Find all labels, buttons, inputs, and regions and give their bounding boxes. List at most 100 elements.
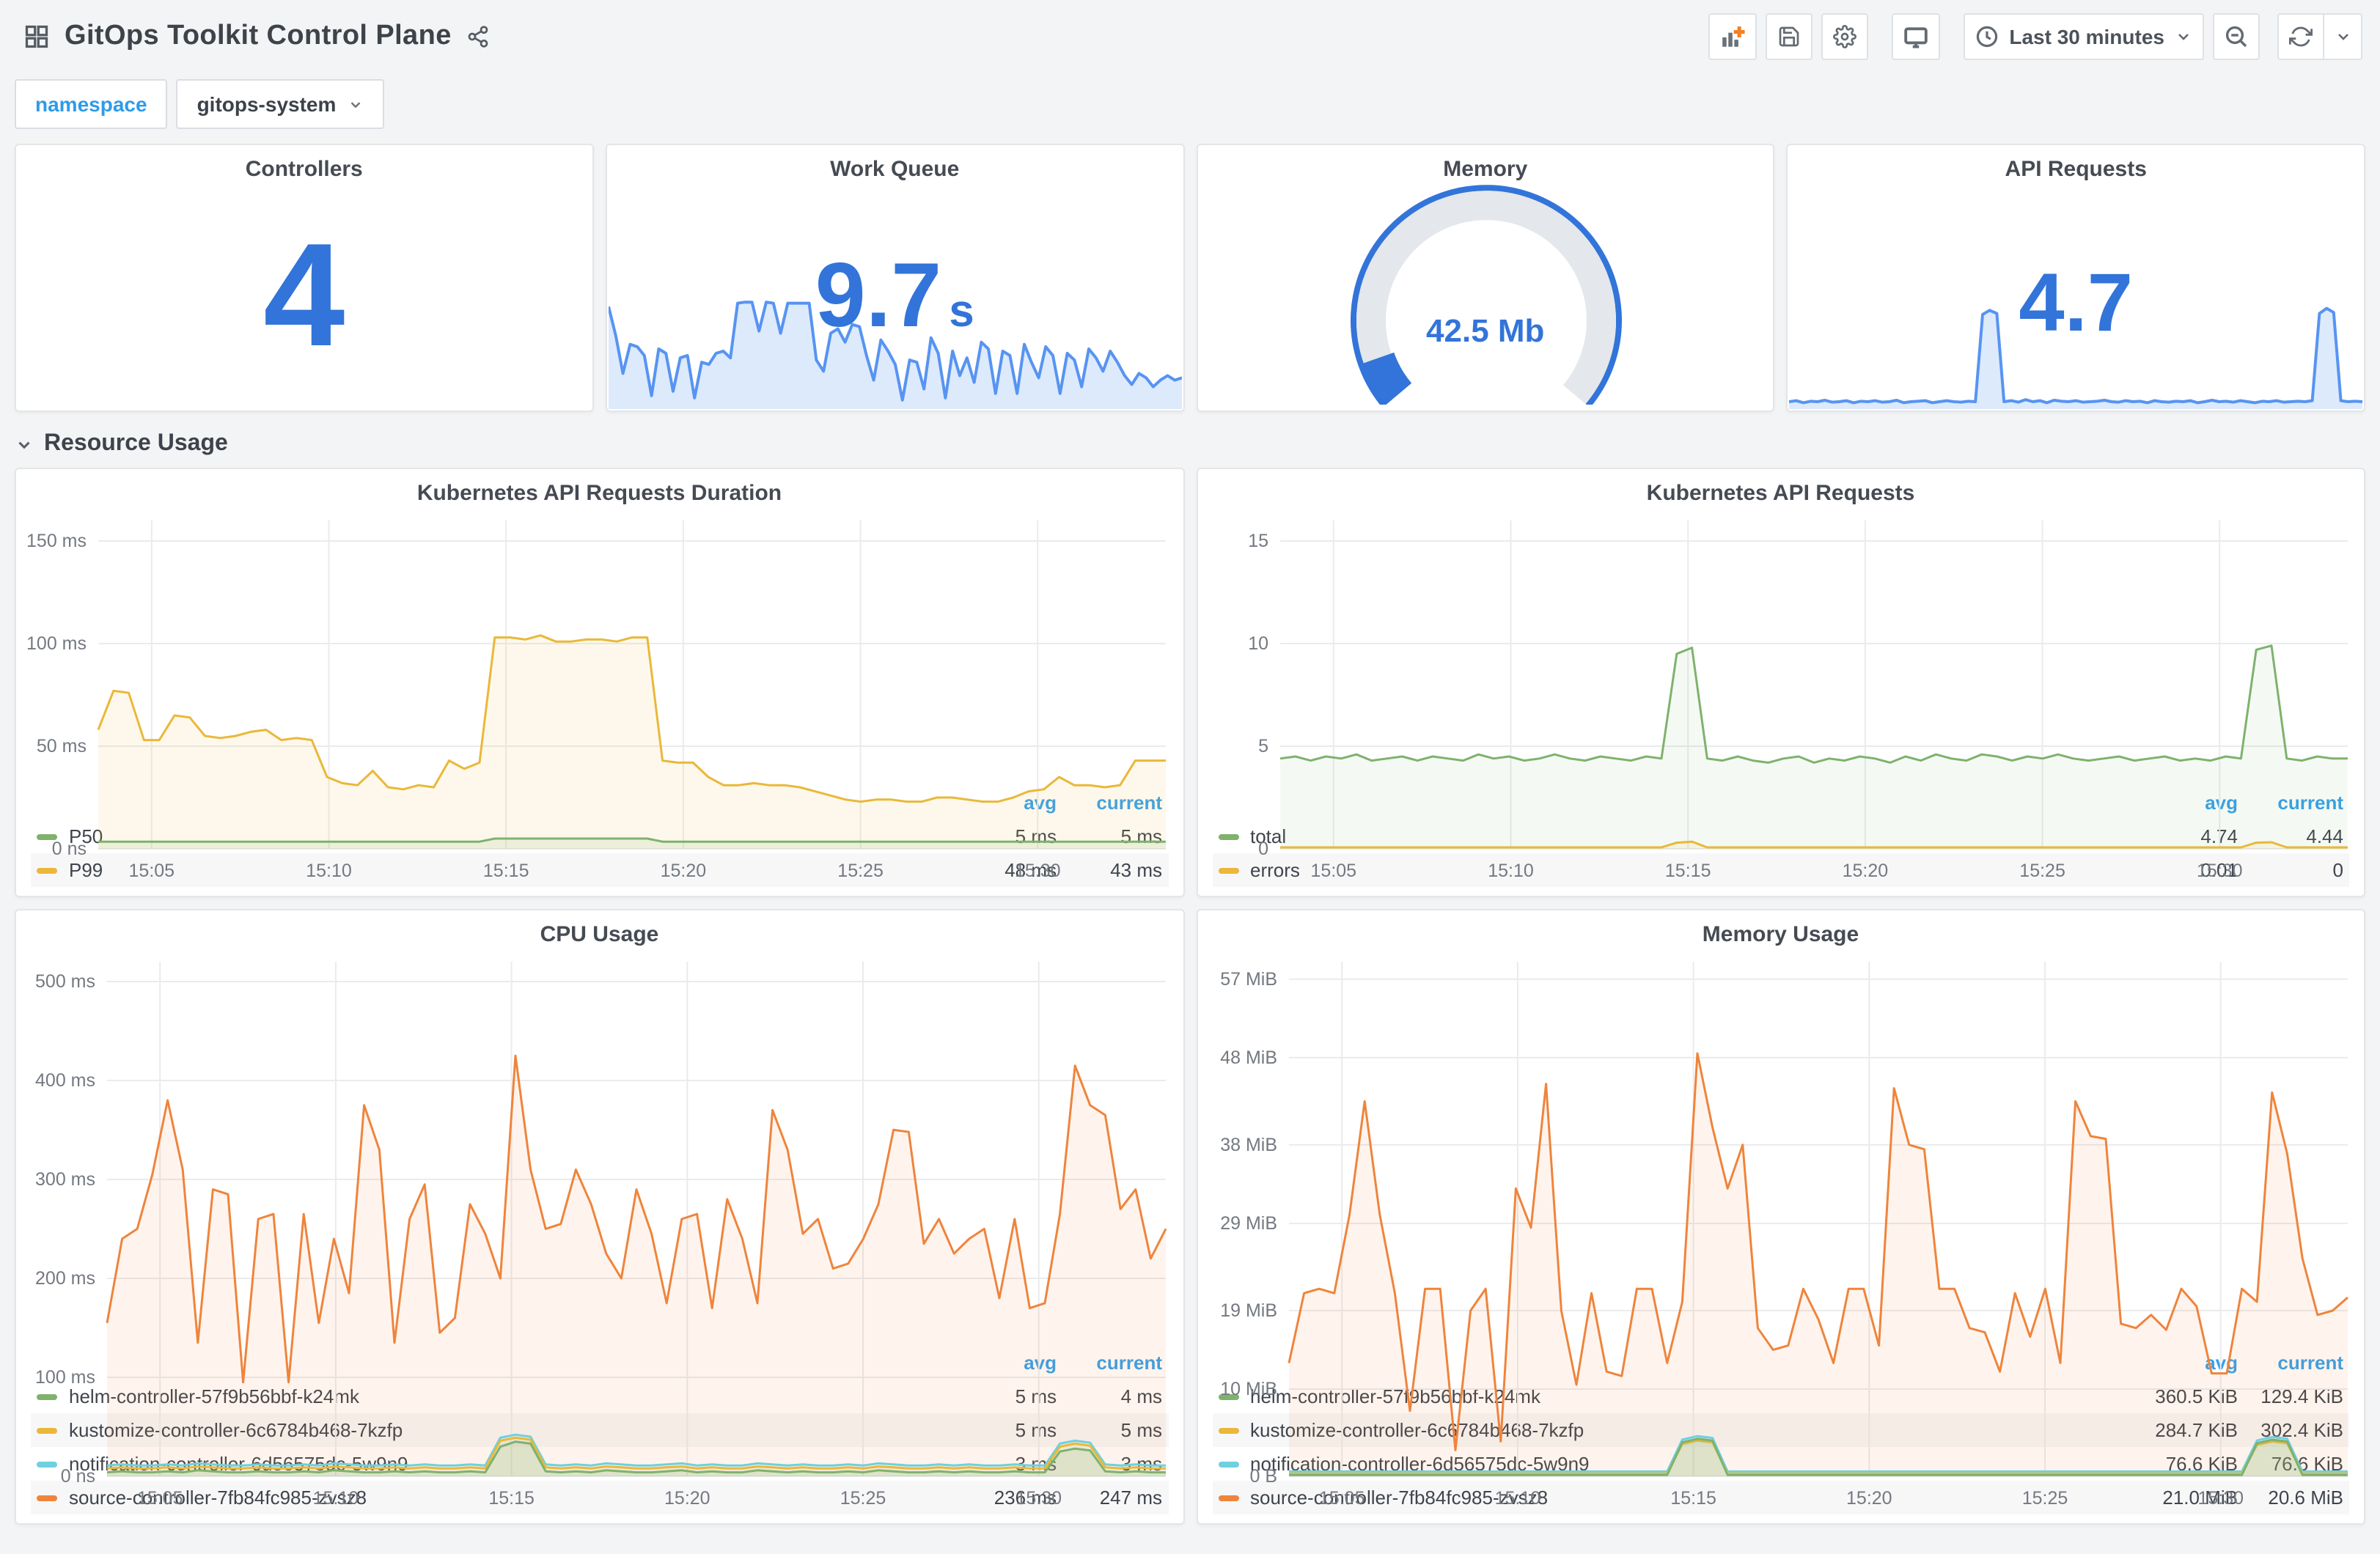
series-color-swatch[interactable] bbox=[1218, 1394, 1238, 1401]
legend-value: 0 bbox=[2332, 859, 2343, 881]
gauge-canvas bbox=[1350, 185, 1621, 408]
series-color-swatch[interactable] bbox=[37, 834, 57, 841]
dashboard-settings-button[interactable] bbox=[1821, 13, 1869, 60]
x-tick-label: 15:15 bbox=[488, 1488, 535, 1509]
series-line bbox=[1288, 1435, 2347, 1473]
panel-title[interactable]: Controllers bbox=[245, 157, 363, 182]
series-color-swatch[interactable] bbox=[1218, 868, 1238, 874]
panel-title[interactable]: Kubernetes API Requests Duration bbox=[416, 481, 782, 506]
x-tick-label: 15:30 bbox=[1015, 861, 1061, 881]
series-color-swatch[interactable] bbox=[37, 1394, 57, 1401]
save-icon bbox=[1777, 25, 1801, 48]
x-tick-label: 15:30 bbox=[2197, 1488, 2243, 1509]
series-color-swatch[interactable] bbox=[1218, 1428, 1238, 1435]
panel-title[interactable]: Memory Usage bbox=[1702, 922, 1859, 947]
sparkline-canvas bbox=[606, 301, 1183, 409]
refresh-button[interactable] bbox=[2277, 13, 2324, 60]
series-name[interactable]: P99 bbox=[69, 860, 103, 883]
y-tick-label: 400 ms bbox=[35, 1070, 95, 1091]
series-line bbox=[106, 1436, 1166, 1470]
dashboard-grid-icon[interactable] bbox=[23, 23, 50, 50]
series-color-swatch[interactable] bbox=[37, 1495, 57, 1502]
panel-title[interactable]: Work Queue bbox=[830, 157, 960, 182]
series-name[interactable]: source-controller-7fb84fc985-zvsz8 bbox=[69, 1487, 367, 1510]
legend-value: 5 ms bbox=[1015, 1419, 1057, 1441]
series-color-swatch[interactable] bbox=[37, 868, 57, 874]
series-color-swatch[interactable] bbox=[1218, 1495, 1238, 1502]
chart-legend: avg current total 4.74 4.44 errors 0.01 0 bbox=[1197, 786, 2364, 896]
variable-label-namespace: namespace bbox=[15, 79, 168, 129]
series-color-swatch[interactable] bbox=[37, 1462, 57, 1468]
stat-value-work-queue: 9.7 s bbox=[815, 246, 974, 347]
panel-title[interactable]: CPU Usage bbox=[540, 922, 659, 947]
series-name[interactable]: kustomize-controller-6c6784b468-7kzfp bbox=[69, 1420, 403, 1443]
y-tick-label: 200 ms bbox=[35, 1268, 95, 1289]
panel-memory: Memory 42.5 Mb bbox=[1196, 144, 1775, 412]
x-tick-label: 15:05 bbox=[1318, 1488, 1365, 1509]
panel-title[interactable]: Memory bbox=[1443, 157, 1528, 182]
legend-table: avg current P50 5 ms 5 ms P99 48 ms 43 ms bbox=[31, 786, 1168, 887]
y-tick-label: 10 MiB bbox=[1219, 1379, 1277, 1399]
x-tick-label: 15:20 bbox=[661, 861, 707, 881]
series-area bbox=[107, 1441, 1166, 1476]
series-area bbox=[1288, 1053, 2347, 1476]
series-name[interactable]: P50 bbox=[69, 826, 103, 849]
y-tick-label: 0 bbox=[1257, 839, 1268, 859]
series-area bbox=[1279, 645, 2347, 849]
legend-sort-current[interactable]: current bbox=[2277, 1352, 2343, 1374]
legend-value: 5 ms bbox=[1120, 1419, 1162, 1441]
save-dashboard-button[interactable] bbox=[1766, 13, 1813, 60]
legend-sort-avg[interactable]: avg bbox=[1024, 792, 1057, 814]
dashboard-header: GitOps Toolkit Control Plane bbox=[0, 0, 2380, 67]
y-tick-label: 0 ns bbox=[61, 1466, 95, 1487]
variable-value-dropdown[interactable]: gitops-system bbox=[176, 79, 385, 129]
panel-k8s-api-requests: Kubernetes API Requests 15:05 15:10 15:15 1… bbox=[1196, 468, 2365, 897]
legend-sort-current[interactable]: current bbox=[1096, 1352, 1162, 1374]
panel-title[interactable]: Kubernetes API Requests bbox=[1646, 481, 1915, 506]
cycle-view-mode-button[interactable] bbox=[1892, 13, 1941, 60]
legend-value: 284.7 KiB bbox=[2155, 1419, 2238, 1441]
panel-title[interactable]: API Requests bbox=[2005, 157, 2147, 182]
series-color-swatch[interactable] bbox=[1218, 834, 1238, 841]
dashboard-toolbar: Last 30 minutes bbox=[1708, 13, 2362, 60]
y-tick-label: 48 MiB bbox=[1219, 1047, 1277, 1068]
series-name[interactable]: errors bbox=[1250, 860, 1300, 883]
section-title: Resource Usage bbox=[44, 431, 228, 456]
gear-icon bbox=[1833, 25, 1857, 48]
series-name[interactable]: kustomize-controller-6c6784b468-7kzfp bbox=[1250, 1420, 1584, 1443]
series-name[interactable]: helm-controller-57f9b56bbf-k24mk bbox=[69, 1386, 359, 1409]
legend-row: source-controller-7fb84fc985-zvsz8 236 ms… bbox=[31, 1481, 1168, 1514]
time-range-picker[interactable]: Last 30 minutes bbox=[1964, 13, 2204, 60]
clock-icon bbox=[1975, 25, 1999, 48]
x-tick-label: 15:20 bbox=[1842, 861, 1888, 881]
chart-canvas: 15:05 15:10 15:15 15:20 15:25 15:30 0 ns 50 ms 1… bbox=[26, 520, 1166, 881]
legend-row: errors 0.01 0 bbox=[1212, 853, 2349, 887]
y-tick-label: 100 ms bbox=[35, 1367, 95, 1388]
x-tick-label: 15:15 bbox=[483, 861, 529, 881]
stat-value-api-requests: 4.7 bbox=[2019, 255, 2134, 348]
legend-sort-avg[interactable]: avg bbox=[1024, 1352, 1057, 1374]
legend-sort-current[interactable]: current bbox=[2277, 792, 2343, 814]
series-color-swatch[interactable] bbox=[1218, 1462, 1238, 1468]
series-name[interactable]: total bbox=[1250, 826, 1287, 849]
zoom-out-icon bbox=[2225, 25, 2248, 48]
legend-row: kustomize-controller-6c6784b468-7kzfp 5 m… bbox=[31, 1413, 1168, 1447]
legend-value: 4.44 bbox=[2306, 825, 2343, 847]
section-resource-usage[interactable]: Resource Usage bbox=[0, 412, 2380, 468]
add-panel-button[interactable] bbox=[1708, 13, 1758, 60]
series-name[interactable]: source-controller-7fb84fc985-zvsz8 bbox=[1250, 1487, 1549, 1510]
series-name[interactable]: helm-controller-57f9b56bbf-k24mk bbox=[1250, 1386, 1540, 1409]
zoom-out-button[interactable] bbox=[2213, 13, 2260, 60]
series-line bbox=[106, 1440, 1166, 1474]
share-icon[interactable] bbox=[466, 25, 490, 48]
legend-sort-avg[interactable]: avg bbox=[2205, 792, 2238, 814]
series-line bbox=[1287, 1052, 2348, 1451]
stat-value-controllers: 4 bbox=[263, 213, 345, 378]
series-color-swatch[interactable] bbox=[37, 1428, 57, 1435]
chart-legend: avg current helm-controller-57f9b56bbf-k24… bbox=[1197, 1346, 2364, 1523]
x-tick-label: 15:15 bbox=[1664, 861, 1711, 881]
series-line bbox=[97, 634, 1166, 803]
refresh-interval-dropdown[interactable] bbox=[2324, 13, 2362, 60]
legend-sort-current[interactable]: current bbox=[1096, 792, 1162, 814]
